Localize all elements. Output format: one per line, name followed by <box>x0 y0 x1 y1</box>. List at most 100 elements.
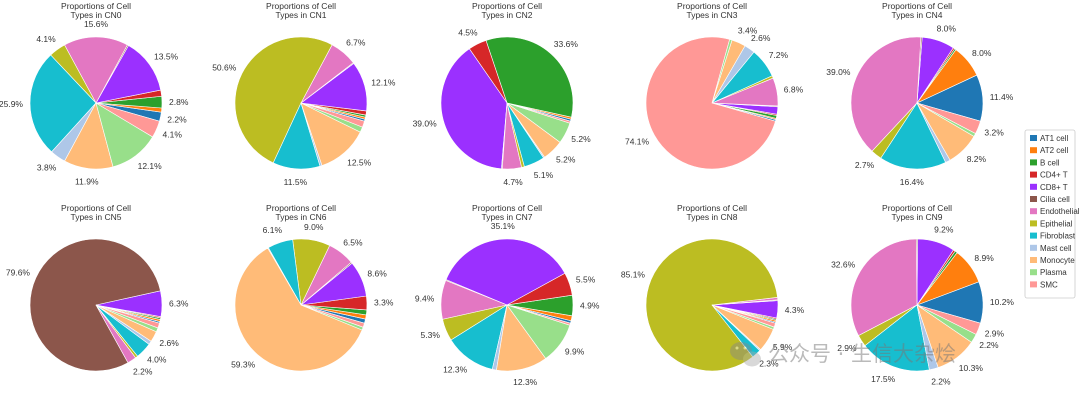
pie-slice-b-cell <box>485 36 574 118</box>
legend-item: AT2 cell <box>1030 146 1069 155</box>
slice-label: 2.9% <box>985 329 1005 339</box>
legend-label: Endothelial <box>1040 207 1080 216</box>
slice-label: 25.9% <box>0 99 23 109</box>
legend-swatch <box>1030 232 1037 239</box>
legend-swatch <box>1030 257 1037 263</box>
pie-chart-cn1: Proportions of Cell Types in CN1 12.1% 6.7%… <box>212 1 396 187</box>
chart-title: Proportions of Cell Types in CN3 <box>677 1 747 20</box>
slice-label: 11.9% <box>75 177 99 187</box>
pie-slice-endothelial <box>64 36 128 104</box>
watermark-text: 公众号 · 生信大杂烩 <box>768 342 956 366</box>
watermark: 公众号 · 生信大杂烩 <box>730 342 956 367</box>
slice-label: 8.9% <box>974 253 994 263</box>
pie-slice-fibroblast <box>29 54 97 153</box>
chart-title: Proportions of Cell Types in CN5 <box>61 203 131 222</box>
slice-label: 4.0% <box>147 355 167 365</box>
chart-title: Proportions of Cell Types in CN7 <box>472 203 542 222</box>
pie-slice-endothelial <box>850 238 918 336</box>
slice-label: 2.2% <box>979 340 999 350</box>
slice-label: 12.3% <box>443 364 468 374</box>
legend-frame <box>1024 129 1076 299</box>
slice-label: 10.3% <box>959 363 984 373</box>
slice-label: 39.0% <box>826 67 851 77</box>
slice-label: 12.3% <box>513 377 538 387</box>
slice-label: 2.6% <box>751 33 771 43</box>
slice-label: 9.2% <box>934 224 954 234</box>
legend-swatch <box>1030 135 1037 141</box>
pie-slice-smc <box>711 304 776 328</box>
pie-slice-monocyte <box>234 247 363 372</box>
slice-label: 5.5% <box>576 275 596 285</box>
slice-label: 9.0% <box>304 222 324 232</box>
pie-slice-fibroblast <box>880 102 947 170</box>
pie-slice-smc <box>95 304 160 329</box>
slice-label: 2.2% <box>167 114 187 124</box>
pie-chart-cn8: Proportions of Cell Types in CN8 4.3% 85.1%… <box>621 203 805 372</box>
pie-chart-cn9: Proportions of Cell Types in CN9 10.2% 8.9%… <box>831 203 1014 386</box>
slice-label: 6.8% <box>784 85 804 95</box>
slice-label: 5.9% <box>773 342 793 352</box>
chart-title: Proportions of Cell Types in CN9 <box>882 203 952 222</box>
pie-slice-cd8-t <box>95 45 162 104</box>
legend-label: Cilia cell <box>1040 195 1070 204</box>
legend-label: Mast cell <box>1040 244 1072 253</box>
legend-label: SMC <box>1040 280 1058 289</box>
slice-label: 5.1% <box>534 170 554 180</box>
slice-label: 8.2% <box>967 154 987 164</box>
slice-label: 4.1% <box>163 130 183 140</box>
legend-swatch <box>1030 244 1037 251</box>
pie-charts-grid: Proportions of Cell Types in CN0 2.2% 2.8% 1… <box>0 1 1014 387</box>
pie-slice-smc <box>645 36 776 170</box>
chart-title: Proportions of Cell Types in CN8 <box>677 203 747 222</box>
slice-label: 12.5% <box>347 157 372 167</box>
slice-label: 50.6% <box>212 63 237 73</box>
legend: AT1 cell AT2 cell B cell CD4+ T CD8+ T Cilia … <box>1024 129 1080 299</box>
legend-item: Cilia cell <box>1030 195 1070 204</box>
slice-label: 4.9% <box>580 301 600 311</box>
legend-label: B cell <box>1040 158 1060 167</box>
slice-label: 4.5% <box>458 27 478 37</box>
slice-label: 11.5% <box>284 177 308 187</box>
legend-swatch <box>1030 147 1037 154</box>
slice-label: 32.6% <box>831 259 856 269</box>
legend-item: Endothelial <box>1030 207 1080 216</box>
pie-slice-smc <box>506 102 571 124</box>
legend-swatch <box>1030 196 1037 202</box>
chart-title: Proportions of Cell Types in CN1 <box>266 1 336 20</box>
slice-label: 2.6% <box>159 338 179 348</box>
slice-label: 2.8% <box>169 97 189 107</box>
pie-slice-cilia-cell <box>29 238 161 372</box>
slice-label: 59.3% <box>231 360 256 370</box>
pie-chart-cn4: Proportions of Cell Types in CN4 11.4% 8.0%… <box>826 1 1013 187</box>
legend-item: Mast cell <box>1030 244 1072 253</box>
legend-item: Plasma <box>1030 268 1067 277</box>
legend-item: Monocyte <box>1030 256 1075 265</box>
pie-slice-smc <box>916 304 981 335</box>
slice-label: 7.2% <box>769 50 789 60</box>
legend-item: Fibroblast <box>1030 232 1076 241</box>
pie-slice-endothelial <box>850 36 922 152</box>
slice-label: 12.1% <box>371 78 396 88</box>
slice-label: 85.1% <box>621 270 646 280</box>
slice-label: 3.8% <box>37 163 57 173</box>
slice-label: 4.7% <box>503 177 523 187</box>
legend-swatch <box>1030 269 1037 276</box>
slice-label: 8.0% <box>972 48 992 58</box>
slice-label: 35.1% <box>491 221 516 231</box>
slice-label: 3.2% <box>984 127 1004 137</box>
chart-title: Proportions of Cell Types in CN4 <box>882 1 952 20</box>
chart-title: Proportions of Cell Types in CN2 <box>472 1 542 20</box>
legend-swatch <box>1030 281 1037 288</box>
legend-label: Monocyte <box>1040 256 1075 265</box>
legend-label: Epithelial <box>1040 219 1073 228</box>
pie-slice-fibroblast <box>864 304 930 372</box>
slice-label: 12.1% <box>138 161 163 171</box>
legend-label: CD8+ T <box>1040 183 1068 192</box>
legend-swatch <box>1030 208 1037 215</box>
slice-label: 2.3% <box>759 358 779 368</box>
slice-label: 3.4% <box>738 26 758 36</box>
pie-chart-cn5: Proportions of Cell Types in CN5 6.3% 79.6%… <box>6 203 189 376</box>
wechat-icon <box>730 342 761 367</box>
chart-title: Proportions of Cell Types in CN6 <box>266 203 336 222</box>
